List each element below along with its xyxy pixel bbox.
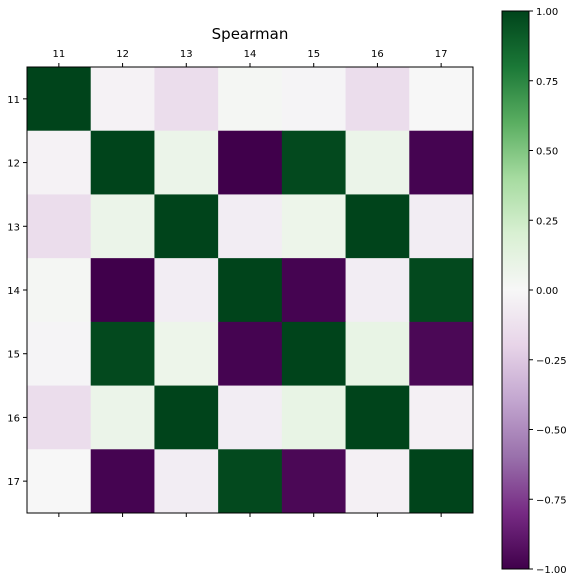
x-tick-label: 16	[371, 49, 384, 60]
heatmap-cell	[345, 67, 410, 132]
heatmap-cell	[345, 449, 410, 514]
heatmap-cell	[345, 194, 410, 259]
heatmap-cell	[409, 194, 474, 259]
heatmap-cell	[281, 130, 347, 195]
heatmap-cell	[27, 321, 92, 387]
colorbar-tick-label: 1.00	[536, 7, 558, 18]
y-tick-label: 11	[7, 95, 20, 106]
heatmap-cell	[218, 321, 283, 387]
heatmap-cell	[218, 449, 283, 514]
heatmap-cell	[218, 130, 283, 195]
colorbar-tick-label: −0.25	[536, 356, 567, 367]
heatmap-cell	[27, 67, 92, 132]
heatmap-cell	[218, 67, 283, 132]
heatmap-cell	[27, 130, 92, 195]
heatmap-cell	[345, 321, 410, 387]
heatmap-cell	[90, 449, 155, 514]
heatmap-cell	[90, 130, 155, 195]
heatmap-cell	[409, 67, 474, 132]
heatmap-cell	[27, 258, 92, 323]
y-tick-label: 14	[7, 286, 20, 297]
heatmap-cells	[27, 67, 474, 514]
heatmap-cell	[409, 130, 474, 195]
heatmap-cell	[154, 385, 219, 450]
heatmap-cell	[218, 258, 283, 323]
y-tick-label: 13	[7, 222, 20, 233]
heatmap-cell	[345, 385, 410, 450]
x-tick-label: 17	[435, 49, 448, 60]
heatmap-cell	[154, 449, 219, 514]
colorbar-tick-label: −0.75	[536, 495, 567, 506]
colorbar-ticks: −1.00 −0.75 −0.50 −0.25 0.00 0.25 0.50 0.75 1.00	[529, 7, 567, 576]
heatmap-cell	[409, 321, 474, 387]
heatmap-cell	[281, 385, 347, 450]
y-tick-label: 17	[7, 477, 20, 488]
colorbar	[502, 11, 529, 569]
heatmap-cell	[281, 449, 347, 514]
heatmap-cell	[345, 258, 410, 323]
x-tick-label: 11	[52, 49, 65, 60]
heatmap-cell	[281, 194, 347, 259]
colorbar-tick-label: 0.00	[536, 286, 558, 297]
heatmap-cell	[281, 321, 347, 387]
colorbar-tick-label: −1.00	[536, 565, 567, 576]
heatmap-cell	[154, 67, 219, 132]
heatmap-cell	[409, 449, 474, 514]
heatmap-cell	[154, 321, 219, 387]
heatmap-cell	[345, 130, 410, 195]
y-tick-label: 16	[7, 413, 20, 424]
colorbar-tick-label: 0.50	[536, 147, 558, 158]
heatmap-cell	[90, 385, 155, 450]
heatmap-cell	[90, 194, 155, 259]
x-tick-label: 12	[116, 49, 129, 60]
heatmap-cell	[154, 130, 219, 195]
y-tick-label: 12	[7, 159, 20, 170]
colorbar-tick-label: 0.25	[536, 216, 558, 227]
heatmap-cell	[218, 194, 283, 259]
x-tick-label: 14	[244, 49, 257, 60]
x-tick-label: 13	[180, 49, 193, 60]
colorbar-tick-label: 0.75	[536, 77, 558, 88]
x-ticks-bottom	[58, 513, 442, 517]
heatmap-cell	[409, 258, 474, 323]
heatmap-cell	[281, 67, 347, 132]
colorbar-tick-label: −0.50	[536, 426, 567, 437]
x-tick-label: 15	[307, 49, 320, 60]
heatmap-cell	[409, 385, 474, 450]
heatmap-cell	[90, 321, 155, 387]
heatmap-cell	[154, 194, 219, 259]
heatmap-cell	[281, 258, 347, 323]
heatmap-cell	[27, 194, 92, 259]
chart-title: Spearman	[212, 25, 289, 43]
x-ticks-top: 11 12 13 14 15 16 17	[52, 49, 448, 67]
y-tick-label: 15	[7, 350, 20, 361]
y-ticks: 11 12 13 14 15 16 17	[7, 95, 27, 488]
heatmap-cell	[154, 258, 219, 323]
heatmap-cell	[90, 258, 155, 323]
heatmap-cell	[218, 385, 283, 450]
heatmap-cell	[27, 385, 92, 450]
heatmap-cell	[90, 67, 155, 132]
heatmap-cell	[27, 449, 92, 514]
